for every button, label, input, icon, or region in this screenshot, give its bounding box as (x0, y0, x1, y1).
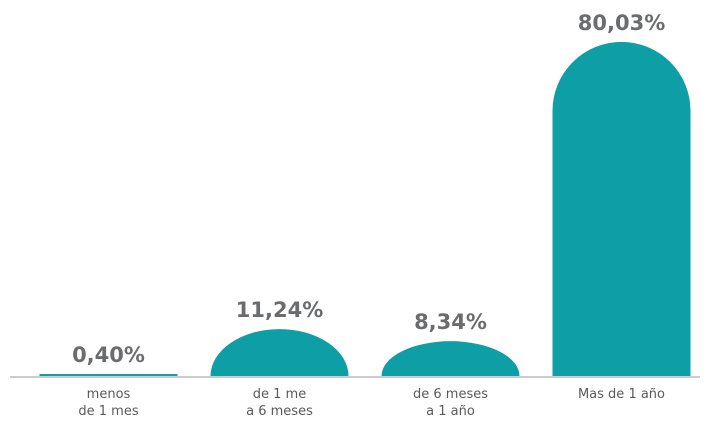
category-label: de 1 me a 6 meses (246, 387, 313, 419)
bar (210, 329, 349, 376)
category-label: menos de 1 mes (78, 387, 139, 419)
value-label: 8,34% (414, 310, 487, 334)
category-label: de 6 meses a 1 año (413, 387, 488, 419)
value-label: 0,40% (72, 343, 145, 367)
category-label: Mas de 1 año (577, 387, 666, 402)
bar (39, 374, 178, 376)
bar (381, 341, 520, 376)
bar (552, 41, 691, 376)
value-label: 11,24% (236, 298, 323, 322)
value-label: 80,03% (578, 11, 665, 35)
